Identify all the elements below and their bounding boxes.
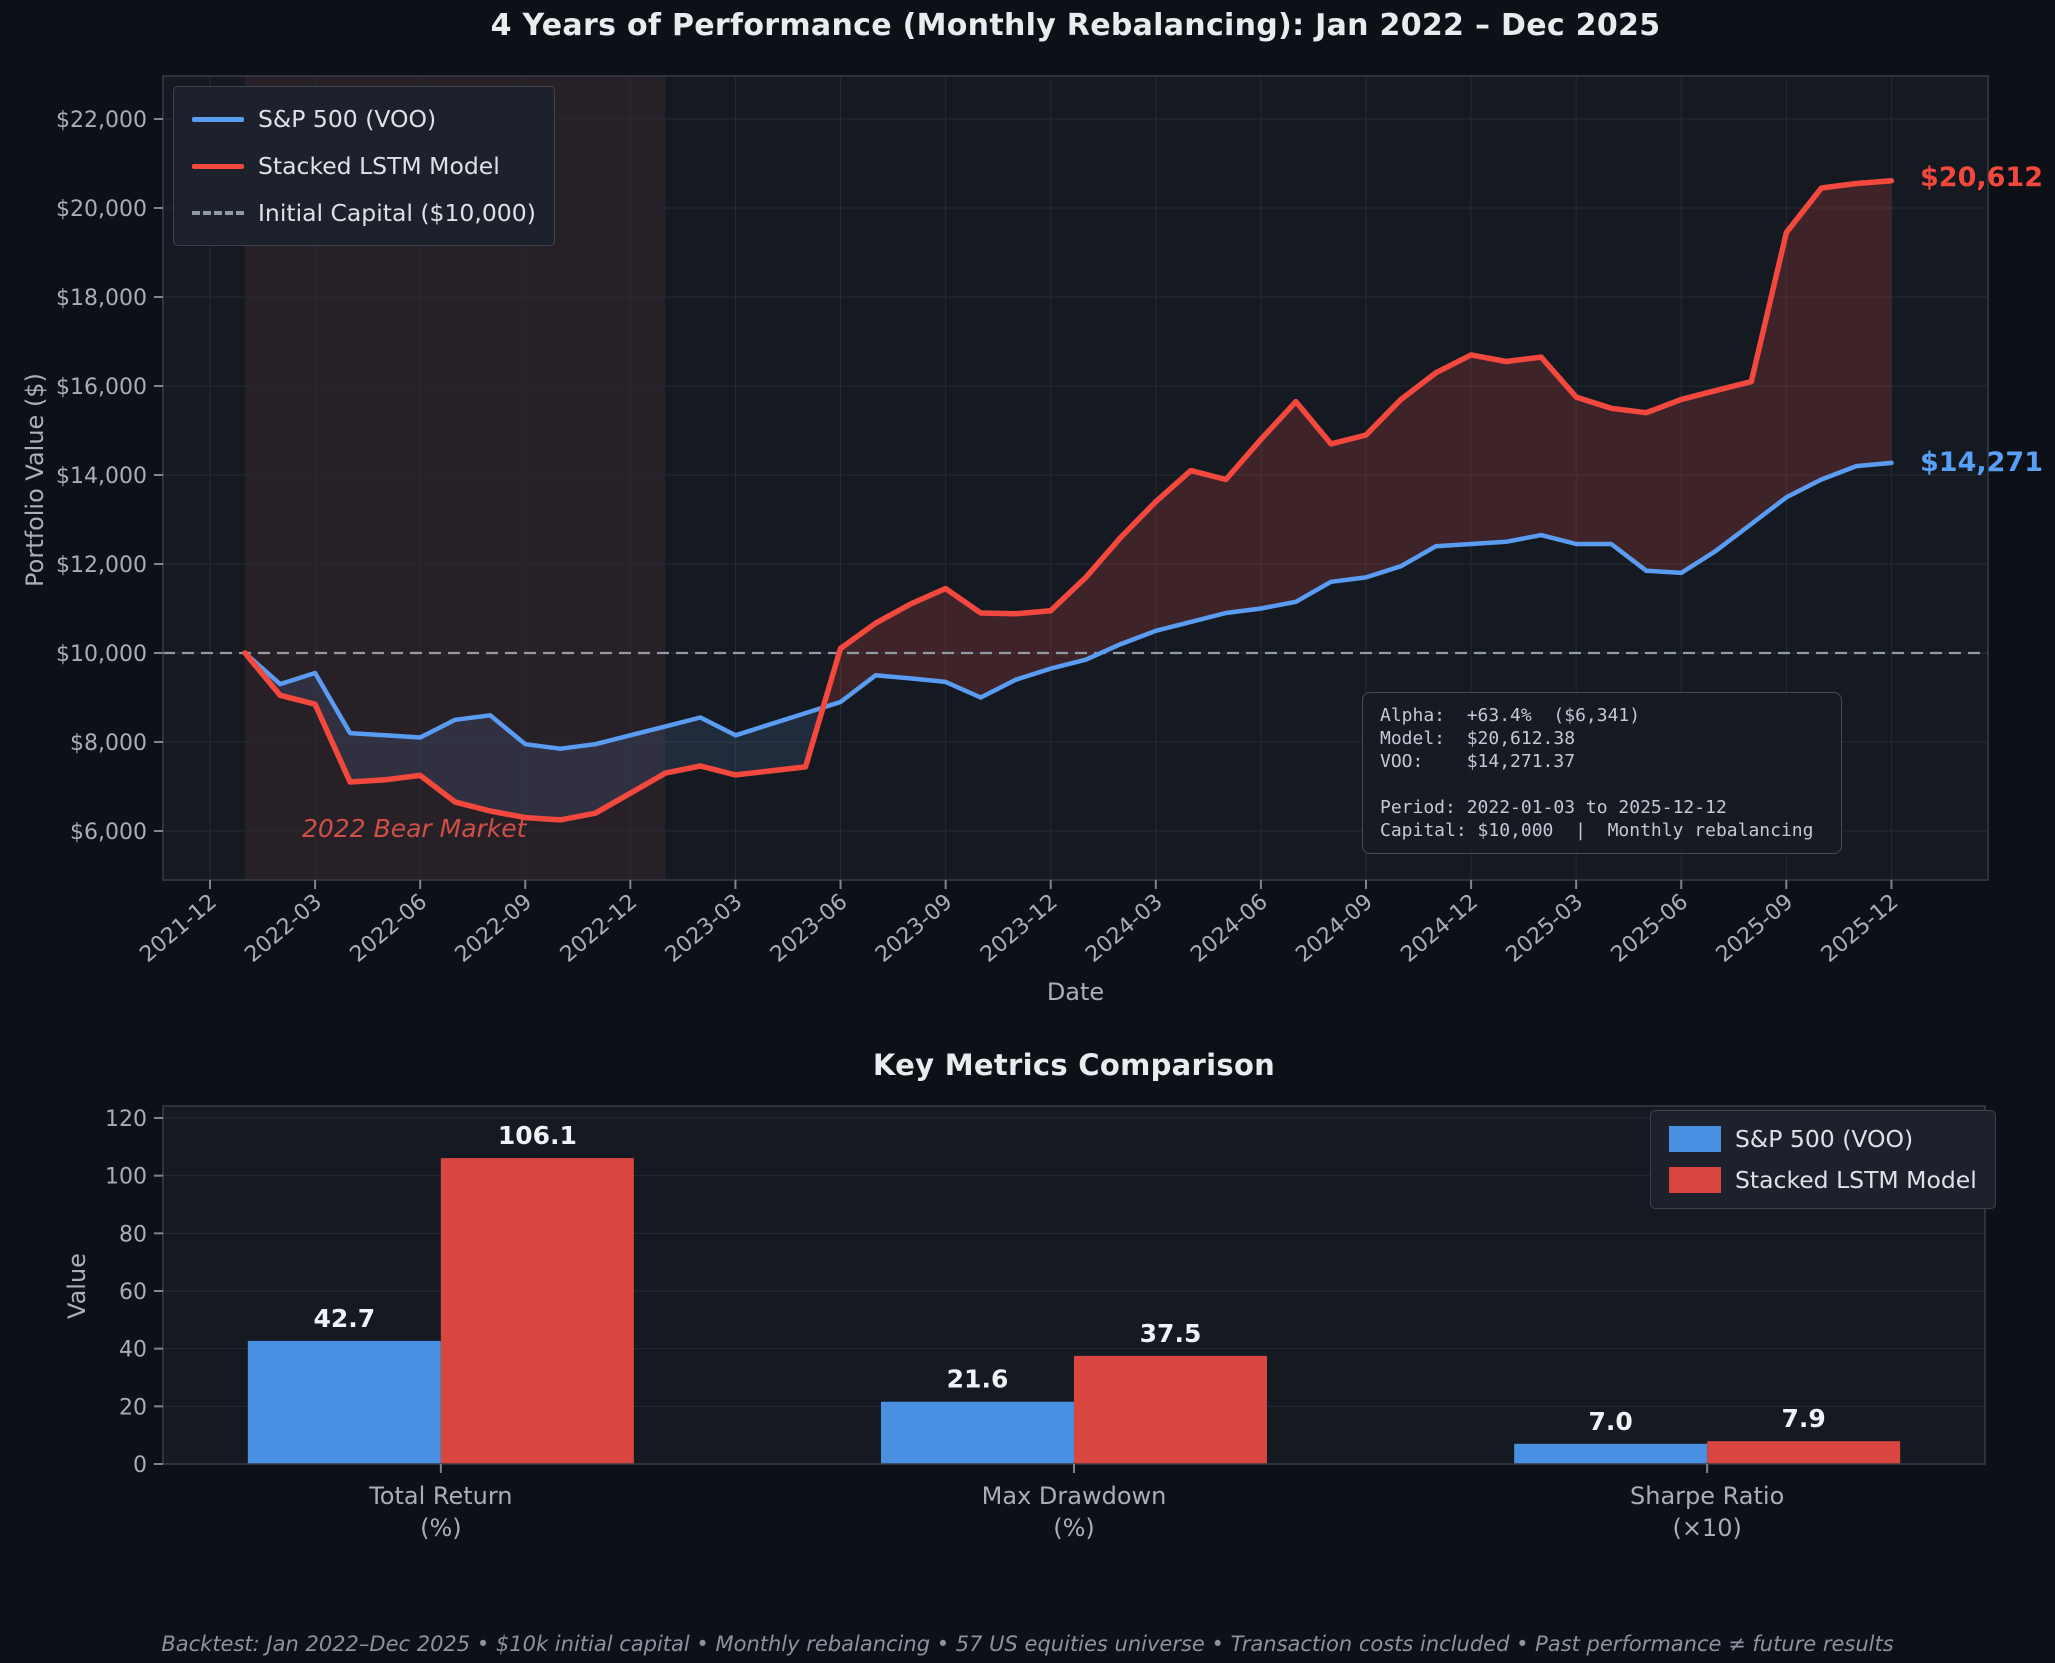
legend-item-voo: S&P 500 (VOO) — [192, 100, 536, 138]
stats-line-voo: VOO: $14,271.37 — [1380, 751, 1576, 772]
category-label: (×10) — [1672, 1514, 1741, 1542]
plot-border — [162, 75, 1989, 881]
x-tick-label: 2023-06 — [766, 889, 852, 967]
stats-line-model: Model: $20,612.38 — [1380, 728, 1576, 749]
y-tick-label: 120 — [105, 1107, 147, 1132]
bar-value-label: 7.0 — [1588, 1407, 1632, 1436]
model-line — [242, 178, 1895, 823]
model-final-value-label: $20,612 — [1920, 162, 2043, 193]
y-tick-label: $16,000 — [56, 375, 147, 400]
x-tick-label: 2025-03 — [1502, 889, 1588, 967]
metrics-legend: S&P 500 (VOO) Stacked LSTM Model — [1650, 1110, 1996, 1209]
category-label: (%) — [420, 1514, 462, 1542]
x-tick-label: 2022-12 — [556, 889, 642, 967]
metrics-chart-title: Key Metrics Comparison — [872, 1048, 1276, 1082]
category-label: Max Drawdown — [982, 1482, 1167, 1510]
voo-bar-swatch — [1669, 1126, 1721, 1152]
bar-value-label: 21.6 — [947, 1365, 1009, 1394]
y-axis-label-value: Value — [63, 1253, 91, 1319]
category-label: (%) — [1053, 1514, 1095, 1542]
model-bar-swatch — [1669, 1167, 1721, 1193]
x-tick-label: 2023-12 — [976, 889, 1062, 967]
y-tick-label: 0 — [133, 1453, 147, 1478]
y-tick-label: $20,000 — [56, 197, 147, 222]
metrics-legend-item-voo: S&P 500 (VOO) — [1669, 1122, 1977, 1156]
y-tick-label: $8,000 — [70, 731, 147, 756]
stats-line-alpha: Alpha: +63.4% ($6,341) — [1380, 705, 1641, 726]
metrics-legend-label-voo: S&P 500 (VOO) — [1735, 1125, 1914, 1153]
x-tick-label: 2022-09 — [451, 889, 537, 967]
metrics-legend-label-model: Stacked LSTM Model — [1735, 1166, 1977, 1194]
x-tick-label: 2024-09 — [1291, 889, 1377, 967]
x-tick-label: 2023-09 — [871, 889, 957, 967]
x-tick-label: 2025-06 — [1607, 889, 1693, 967]
y-tick-label: $14,000 — [56, 464, 147, 489]
performance-line-chart: $6,000 $8,000 $10,000 $12,000 $14,000 $16,000… — [56, 75, 1989, 968]
y-tick-label: $18,000 — [56, 286, 147, 311]
model-line-swatch — [192, 163, 244, 169]
category-label: Total Return — [368, 1482, 512, 1510]
x-tick-label: 2024-12 — [1396, 889, 1482, 967]
y-tick-label: $10,000 — [56, 642, 147, 667]
x-tick-label: 2023-03 — [661, 889, 747, 967]
y-tick-label: 20 — [119, 1395, 147, 1420]
x-axis-label-date: Date — [1046, 978, 1105, 1006]
metrics-legend-item-model: Stacked LSTM Model — [1669, 1163, 1977, 1197]
bar-voo — [881, 1401, 1074, 1464]
legend-label-model: Stacked LSTM Model — [258, 152, 500, 180]
bar-model — [1074, 1355, 1267, 1464]
bar-model — [1707, 1441, 1901, 1464]
legend-label-voo: S&P 500 (VOO) — [258, 105, 437, 133]
voo-final-value-label: $14,271 — [1920, 447, 2043, 478]
x-tick-label: 2024-03 — [1081, 889, 1167, 967]
y-axis-label-portfolio-value: Portfolio Value ($) — [21, 373, 49, 587]
stats-line-capital: Capital: $10,000 | Monthly rebalancing — [1380, 820, 1814, 841]
bar-value-label: 7.9 — [1781, 1404, 1825, 1433]
bar-model — [440, 1158, 634, 1464]
x-tick-label: 2021-12 — [135, 889, 221, 967]
stats-line-spacer — [1380, 773, 1824, 796]
backtest-footer-note: Backtest: Jan 2022–Dec 2025 • $10k initi… — [161, 1632, 1894, 1656]
y-tick-label: 80 — [119, 1222, 147, 1247]
legend-label-initial-capital: Initial Capital ($10,000) — [258, 199, 536, 227]
performance-legend: S&P 500 (VOO) Stacked LSTM Model Initial… — [173, 86, 555, 246]
category-label: Sharpe Ratio — [1630, 1482, 1784, 1510]
voo-line-swatch — [192, 116, 244, 122]
performance-chart-title: 4 Years of Performance (Monthly Rebalanc… — [490, 8, 1661, 43]
y-tick-label: $22,000 — [56, 108, 147, 133]
bar-value-label: 37.5 — [1140, 1319, 1202, 1348]
x-tick-label: 2024-06 — [1186, 889, 1272, 967]
bar-voo — [247, 1340, 441, 1464]
x-tick-label: 2022-03 — [240, 889, 326, 967]
bear-market-annotation: 2022 Bear Market — [302, 814, 527, 843]
alpha-stats-box: Alpha: +63.4% ($6,341) Model: $20,612.38… — [1362, 692, 1842, 854]
x-tick-label: 2022-06 — [346, 889, 432, 967]
y-tick-label: $6,000 — [70, 820, 147, 845]
y-tick-label: 60 — [119, 1280, 147, 1305]
bar-voo — [1514, 1443, 1708, 1464]
x-tick-label: 2025-09 — [1712, 889, 1798, 967]
legend-item-model: Stacked LSTM Model — [192, 147, 536, 185]
bar-value-label: 106.1 — [498, 1121, 577, 1150]
voo-line — [242, 460, 1894, 751]
stats-line-period: Period: 2022-01-03 to 2025-12-12 — [1380, 797, 1727, 818]
legend-item-initial-capital: Initial Capital ($10,000) — [192, 194, 536, 232]
initial-capital-swatch — [192, 211, 244, 215]
bar-value-label: 42.7 — [314, 1304, 376, 1333]
y-tick-label: 100 — [105, 1165, 147, 1190]
x-tick-label: 2025-12 — [1817, 889, 1903, 967]
y-tick-label: $12,000 — [56, 553, 147, 578]
y-tick-label: 40 — [119, 1338, 147, 1363]
